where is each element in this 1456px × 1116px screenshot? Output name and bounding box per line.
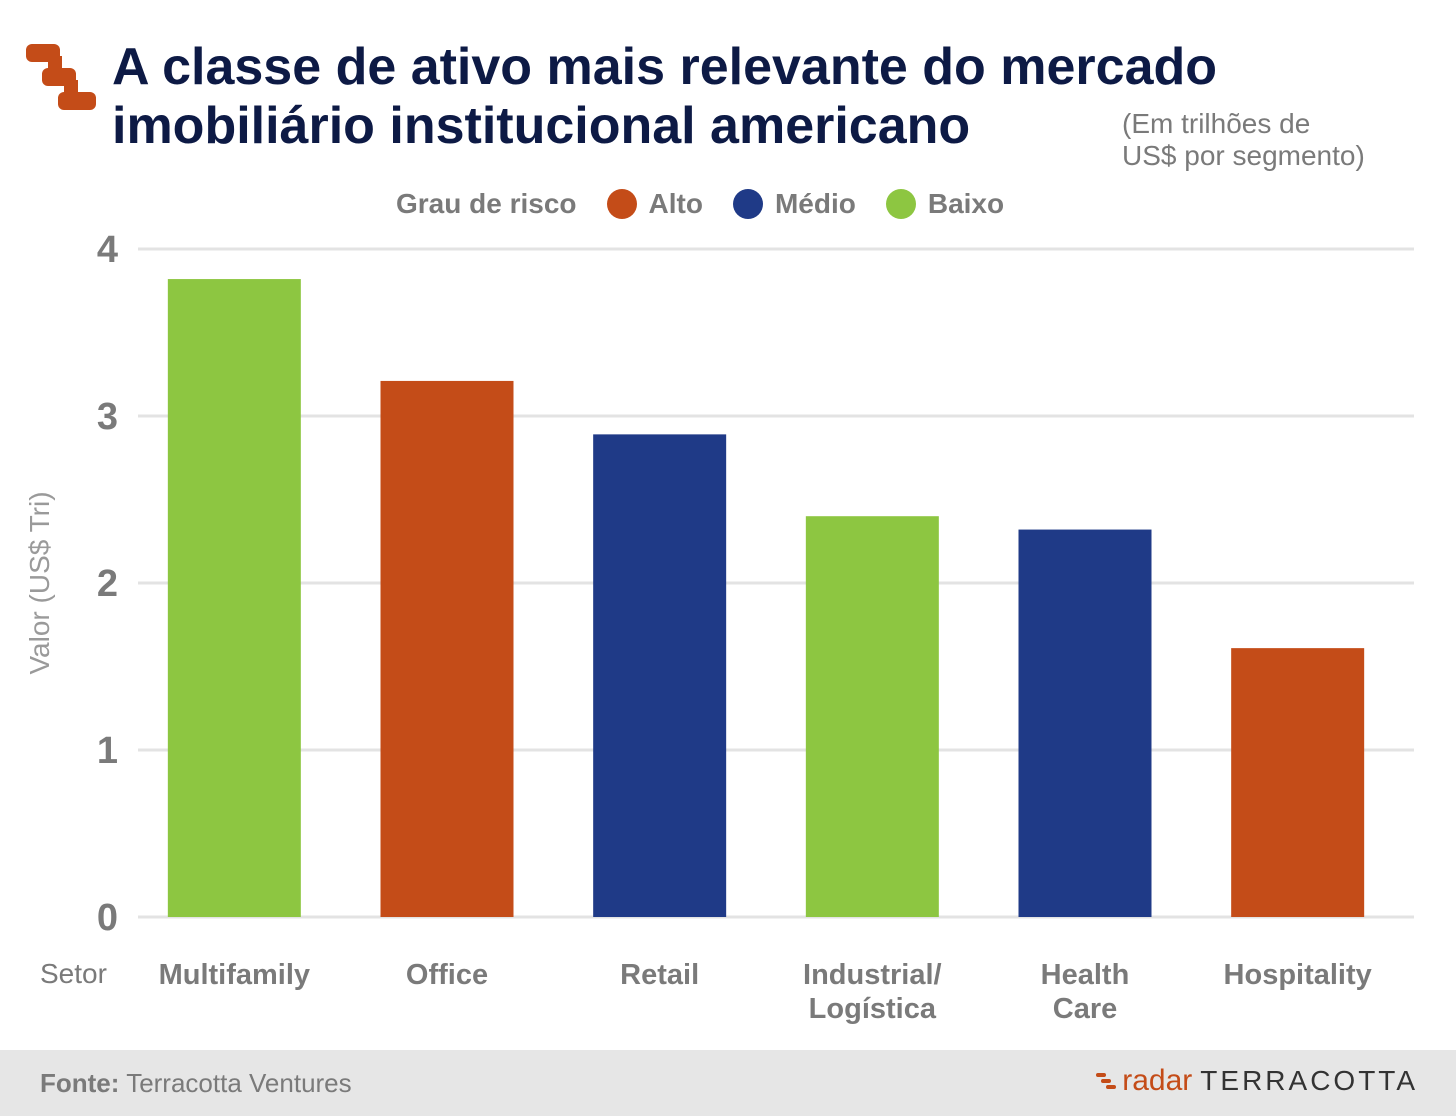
brand-radar: radar: [1122, 1064, 1193, 1097]
legend-dot-alto: [606, 189, 637, 219]
legend-item-medio: Médio: [732, 188, 856, 220]
x-tick-label-3-line-1: Logística: [809, 993, 937, 1025]
bar-1: [380, 380, 514, 917]
bar-4: [1018, 529, 1152, 917]
legend-dot-baixo: [885, 189, 916, 219]
y-tick-label-1: 1: [97, 730, 118, 772]
legend-dot-medio: [732, 189, 763, 219]
x-tick-label-1: Office: [406, 959, 488, 991]
brand-logo: radar TERRACOTTA: [1096, 1064, 1418, 1098]
terracotta-logo-icon: [26, 44, 96, 110]
y-tick-label-4: 4: [97, 229, 118, 271]
source-text: Fonte: Terracotta Ventures: [40, 1068, 352, 1099]
x-tick-label-0: Multifamily: [159, 959, 310, 991]
chart-subtitle-line-1: (Em trilhões de: [1122, 108, 1311, 139]
y-tick-label-0: 0: [97, 897, 118, 939]
y-tick-label-3: 3: [97, 396, 118, 438]
x-tick-label-2: Retail: [620, 959, 699, 991]
bar-3: [805, 516, 939, 917]
footer: Fonte: Terracotta Ventures radar TERRACO…: [0, 1050, 1456, 1116]
legend-label-baixo: Baixo: [927, 188, 1005, 219]
bar-chart: 0 1 2 3 4 Multifamily Office Retail Industrial/L…: [97, 229, 1414, 1025]
legend-label-alto: Alto: [648, 188, 703, 219]
legend-item-baixo: Baixo: [885, 188, 1005, 220]
chart-title-line-2: imobiliário institucional americano: [112, 97, 971, 155]
bar-5: [1231, 648, 1365, 917]
legend-title: Grau de risco: [396, 188, 577, 219]
chart-title: A classe de ativo mais relevante do merc…: [112, 38, 1432, 156]
chart-subtitle-line-2: US$ por segmento): [1122, 140, 1365, 171]
x-tick-label-4-line-0: Health: [1041, 959, 1130, 991]
y-tick-label-2: 2: [97, 563, 118, 605]
bar-0: [167, 279, 301, 917]
x-tick-label-4-line-1: Care: [1053, 993, 1118, 1025]
legend-item-alto: Alto: [606, 188, 703, 220]
x-tick-label-5: Hospitality: [1224, 959, 1372, 991]
source-label: Fonte:: [40, 1068, 120, 1098]
x-tick-label-3-line-0: Industrial/: [803, 959, 942, 991]
legend-label-medio: Médio: [774, 188, 856, 219]
brand-terracotta: TERRACOTTA: [1200, 1065, 1418, 1096]
chart-subtitle: (Em trilhões de US$ por segmento): [1122, 108, 1442, 172]
legend: Grau de risco Alto Médio Baixo: [396, 184, 1034, 224]
source-value: Terracotta Ventures: [126, 1068, 352, 1098]
x-axis-title: Setor: [40, 958, 107, 989]
radar-mark-icon: [1096, 1073, 1117, 1089]
bar-2: [593, 434, 727, 917]
chart-title-line-1: A classe de ativo mais relevante do merc…: [112, 38, 1218, 96]
